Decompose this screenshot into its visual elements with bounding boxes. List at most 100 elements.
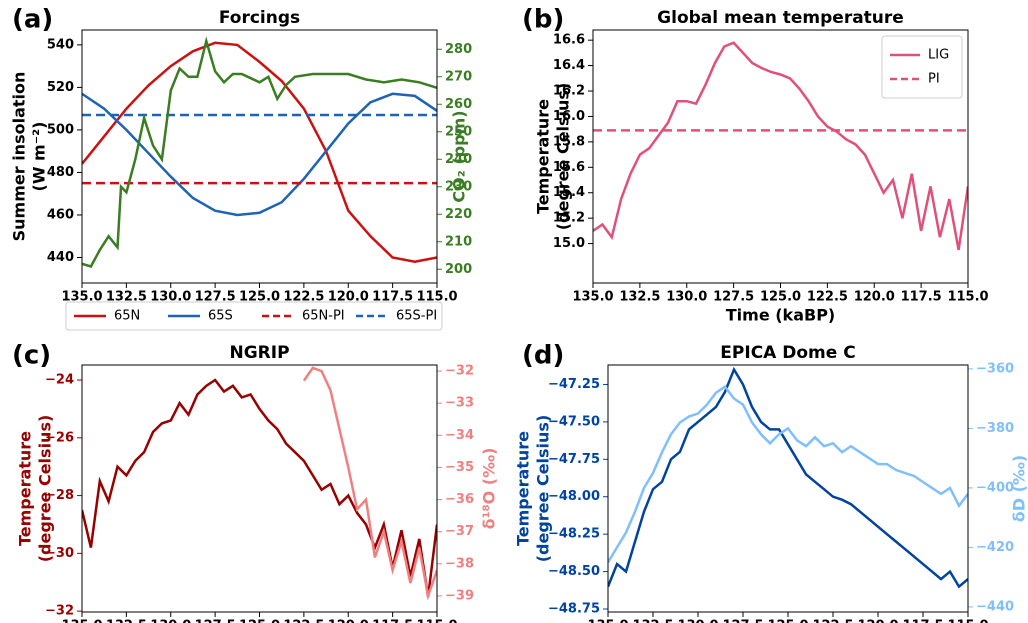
y2-tick-label: 270 [445,69,472,84]
y-tick-label: 15.6 [553,160,585,175]
y-tick-label: −48.75 [548,602,600,617]
y2-tick-label: −34 [445,428,474,443]
x-tick-label: 125.0 [767,619,808,623]
y-axis-label: Summer insolation [10,72,29,242]
x-tick-label: 122.5 [807,290,848,305]
y-tick-label: −48.25 [548,527,600,542]
y2-tick-label: −32 [445,364,474,379]
y2-tick-label: 220 [445,207,472,222]
y-tick-label: 15.2 [553,211,585,226]
series-line [82,378,437,597]
plot-frame [81,29,438,284]
y2-tick-label: −360 [976,361,1014,376]
series-line [82,41,437,263]
y2-tick-label: −39 [445,588,474,603]
x-tick-label: 120.0 [857,619,898,623]
x-tick-label: 127.5 [713,290,754,305]
x-tick-label: 132.5 [632,619,673,623]
y-tick-label: 15.8 [553,134,585,149]
y-axis-label: (degree Celsius) [534,415,553,563]
y-tick-label: 16.0 [553,109,585,124]
y-tick-label: 16.2 [553,84,585,99]
y2-tick-label: −420 [976,540,1014,555]
panel-label: (a) [12,5,53,35]
panel-label: (d) [522,341,564,371]
y2-tick-label: −35 [445,460,474,475]
x-tick-label: 135.0 [61,619,102,623]
y-axis-label: (degree Celsius) [36,415,55,563]
panel-label: (b) [522,5,564,35]
y-tick-label: −48.50 [548,564,600,579]
y-tick-label: −48.00 [548,489,600,504]
x-tick-label: 117.5 [372,619,413,623]
y2-axis-label: δD (‰) [1010,455,1028,523]
y2-tick-label: 210 [445,234,472,249]
y-axis-label: Temperature [534,99,553,214]
legend-label: 65S-PI [396,309,437,324]
x-tick-label: 117.5 [901,290,942,305]
legend-box [65,301,443,331]
legend-label: 65N-PI [302,309,345,324]
legend-box [881,35,963,99]
x-tick-label: 132.5 [106,290,147,305]
y2-tick-label: −38 [445,556,474,571]
x-tick-label: 115.0 [947,290,988,305]
y2-tick-label: −36 [445,492,474,507]
y-tick-label: −32 [45,604,74,619]
y-tick-label: 480 [47,165,74,180]
x-tick-label: 130.0 [150,619,191,623]
x-tick-label: 115.0 [416,290,457,305]
y2-tick-label: 250 [445,124,472,139]
x-tick-label: 115.0 [947,619,988,623]
panel-label: (c) [12,341,51,371]
y2-tick-label: −440 [976,599,1014,614]
y-tick-label: 500 [47,122,74,137]
x-tick-label: 130.0 [666,290,707,305]
chart-title: Global mean temperature [657,8,904,28]
y2-tick-label: −400 [976,480,1014,495]
y-tick-label: 16.6 [553,33,585,48]
plot-frame [81,364,438,613]
y2-tick-label: 240 [445,152,472,167]
legend-label: LIG [928,48,949,63]
y-tick-label: 520 [47,80,74,95]
plot-frame [607,364,969,613]
y-tick-label: 15.4 [553,185,585,200]
x-tick-label: 125.0 [239,290,280,305]
x-tick-label: 122.5 [283,290,324,305]
y-tick-label: −47.75 [548,452,600,467]
chart-title: EPICA Dome C [720,343,855,363]
y2-tick-label: 230 [445,179,472,194]
x-tick-label: 120.0 [328,290,369,305]
x-tick-label: 135.0 [61,290,102,305]
legend-label: 65N [114,309,140,324]
y2-tick-label: 260 [445,97,472,112]
y-tick-label: 15.0 [553,236,585,251]
chart-title: Forcings [219,8,300,28]
y2-tick-label: −33 [445,396,474,411]
x-tick-label: 120.0 [328,619,369,623]
x-tick-label: 127.5 [195,290,236,305]
series-line [608,385,968,563]
y-axis-label: (degree Celsius) [554,83,573,231]
chart-title: NGRIP [229,343,289,363]
x-tick-label: 115.0 [416,619,457,623]
y-tick-label: 460 [47,207,74,222]
y-axis-label: (W m⁻²) [30,122,49,192]
y2-tick-label: −380 [976,421,1014,436]
y-tick-label: 440 [47,250,74,265]
x-tick-label: 120.0 [854,290,895,305]
series-line [82,92,437,217]
plot-frame [592,29,969,284]
y2-axis-label: CO₂ (ppm) [450,110,469,202]
series-line [82,36,437,268]
y2-tick-label: 280 [445,42,472,57]
x-tick-label: 122.5 [283,619,324,623]
x-tick-label: 125.0 [760,290,801,305]
x-tick-label: 122.5 [812,619,853,623]
series-line [593,41,968,251]
y-tick-label: −26 [45,430,74,445]
x-tick-label: 125.0 [239,619,280,623]
x-tick-label: 130.0 [677,619,718,623]
